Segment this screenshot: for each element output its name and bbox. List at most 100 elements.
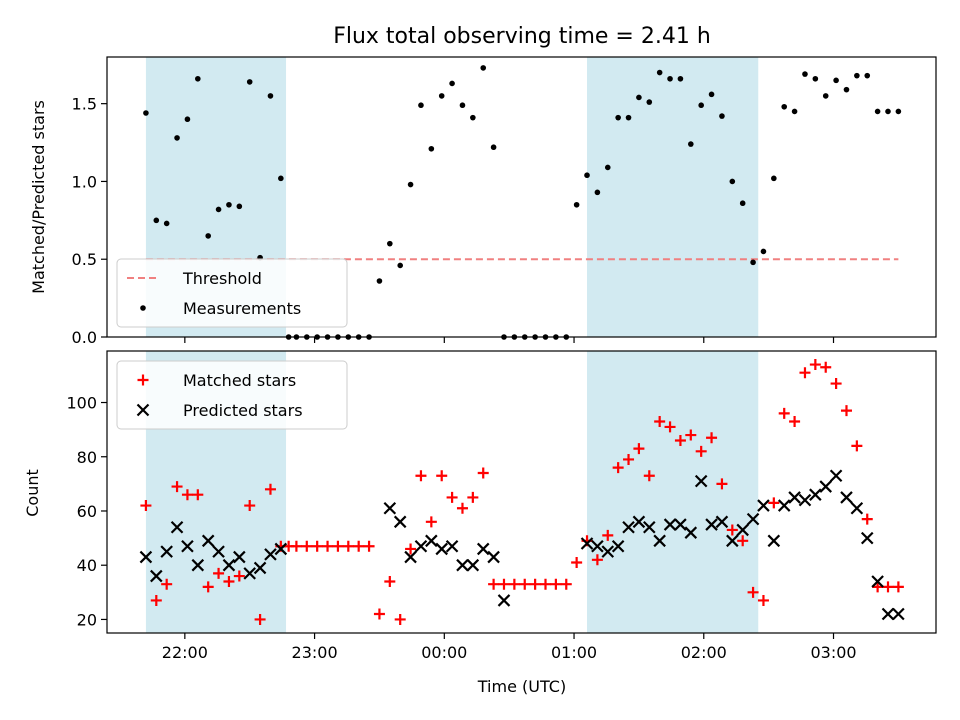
data-point	[425, 534, 438, 548]
data-point	[140, 500, 152, 512]
data-point	[425, 516, 437, 528]
x-tick-label: 03:00	[810, 643, 856, 662]
data-point	[143, 110, 149, 116]
data-point	[736, 523, 749, 537]
data-point	[212, 545, 225, 558]
legend: Threshold Measurements	[116, 258, 348, 328]
top-y-axis-label: Matched/Predicted stars	[29, 100, 48, 294]
data-point	[750, 259, 756, 266]
data-point	[466, 558, 480, 572]
data-point	[353, 540, 365, 552]
data-point	[404, 550, 417, 564]
data-point	[161, 578, 173, 590]
data-point	[213, 567, 225, 579]
data-point	[864, 72, 871, 79]
top-panel-ratio: 0.0 0.5 1.0 1.5 Threshold Measurements	[72, 56, 937, 347]
data-point	[584, 172, 590, 179]
legend-label: Threshold	[182, 269, 262, 288]
data-point	[729, 178, 736, 185]
data-point	[467, 491, 479, 503]
series-matched-stars	[140, 359, 904, 625]
data-point	[726, 524, 738, 536]
data-point	[850, 501, 864, 515]
data-point	[160, 545, 173, 558]
legend-swatch	[137, 374, 149, 386]
data-point	[871, 575, 884, 588]
y-tick-label: 0.0	[72, 328, 97, 347]
data-point	[632, 515, 646, 529]
data-point	[311, 540, 323, 552]
data-point	[202, 581, 214, 593]
data-point	[456, 558, 469, 572]
y-tick-label: 60	[77, 502, 97, 521]
data-point	[622, 520, 635, 534]
data-point	[799, 367, 811, 379]
legend-label: Measurements	[183, 299, 301, 318]
data-point	[674, 518, 687, 531]
chart-title: Flux total observing time = 2.41 h	[333, 24, 711, 49]
data-point	[480, 65, 487, 71]
data-point	[428, 145, 435, 152]
data-point	[192, 489, 204, 501]
data-point	[476, 542, 490, 556]
data-point	[602, 529, 614, 541]
data-point	[236, 203, 243, 210]
data-point	[768, 497, 780, 509]
data-point	[508, 578, 520, 590]
data-point	[490, 144, 497, 151]
data-point	[253, 561, 267, 575]
data-point	[820, 361, 832, 373]
data-point	[802, 71, 808, 77]
x-axis-label: Time (UTC)	[477, 677, 566, 696]
data-point	[181, 489, 193, 501]
data-point	[892, 607, 905, 621]
data-point	[833, 77, 839, 84]
data-point	[812, 75, 819, 82]
data-point	[623, 453, 635, 465]
data-point	[788, 491, 801, 504]
data-point	[819, 480, 833, 493]
y-tick-label: 100	[66, 394, 97, 413]
data-point	[550, 578, 562, 590]
data-point	[591, 539, 604, 553]
y-tick-label: 1.5	[72, 95, 97, 114]
data-point	[243, 567, 256, 580]
data-point	[246, 79, 253, 85]
data-point	[274, 542, 288, 556]
data-point	[656, 69, 663, 76]
data-point	[737, 535, 749, 547]
data-point	[746, 512, 760, 526]
data-point	[529, 578, 541, 590]
legend-swatch	[136, 403, 150, 417]
y-tick-label: 40	[77, 556, 97, 575]
data-point	[487, 550, 500, 564]
legend-box	[116, 258, 348, 328]
data-point	[591, 554, 603, 566]
data-point	[771, 175, 777, 182]
data-point	[851, 440, 863, 452]
data-point	[497, 594, 511, 607]
data-point	[181, 539, 194, 553]
plot-frame	[106, 56, 937, 338]
data-point	[594, 189, 601, 196]
data-point	[719, 113, 725, 119]
x-tick-label: 01:00	[551, 643, 597, 662]
data-point	[373, 608, 385, 620]
data-point	[573, 201, 580, 208]
legend-box	[116, 360, 348, 430]
data-point	[860, 531, 874, 545]
data-point	[612, 462, 624, 474]
data-point	[653, 534, 666, 548]
data-point	[604, 164, 611, 171]
data-point	[760, 248, 767, 255]
data-point	[222, 558, 236, 572]
data-point	[195, 75, 201, 82]
data-point	[342, 540, 354, 552]
data-point	[872, 581, 884, 593]
data-point	[153, 217, 160, 224]
data-point	[688, 141, 694, 147]
data-point	[223, 575, 235, 587]
data-point	[405, 543, 417, 555]
data-point	[244, 500, 256, 512]
